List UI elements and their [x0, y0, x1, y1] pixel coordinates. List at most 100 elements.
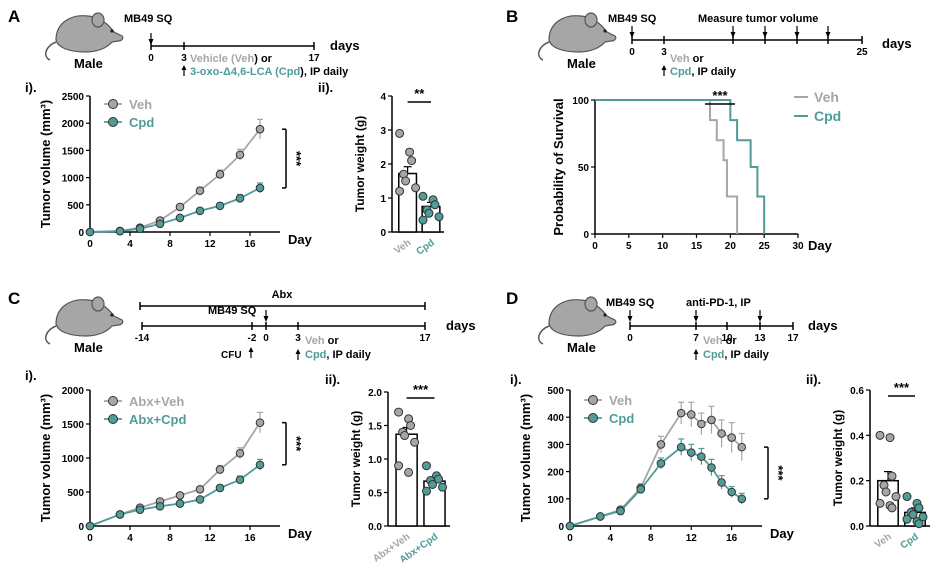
legend-label: Veh	[609, 393, 632, 408]
x-tick-label: 12	[204, 533, 216, 544]
subpanel-label: i).	[510, 372, 522, 387]
x-tick-label: 0	[87, 533, 93, 544]
arrow-up	[248, 347, 254, 358]
treatment-text: Veh or	[305, 335, 339, 347]
x-tick-label: 4	[127, 239, 133, 250]
data-point	[918, 512, 928, 522]
treatment-text: Vehicle (Veh) or	[190, 53, 273, 65]
data-point-Veh	[656, 440, 666, 449]
y-tick-label: 2	[380, 160, 386, 171]
data-point-Veh	[707, 415, 716, 425]
arrow-down	[627, 310, 633, 322]
x-tick-label: 16	[244, 533, 256, 544]
data-point-Veh	[235, 150, 245, 160]
arrow-down	[693, 310, 699, 322]
data-point-Cpd	[616, 506, 625, 516]
x-tick-label: 20	[725, 241, 737, 252]
timeline-tick-label: 17	[308, 53, 320, 64]
significance-label: ***	[771, 465, 786, 481]
y-tick-label: 0.5	[368, 489, 382, 500]
timeline-tick-label: 3	[181, 53, 187, 64]
mouse-label: Male	[567, 56, 596, 71]
x-category-label: Cpd	[898, 531, 920, 551]
chart-A-ii: 0 1 2 3 4 Tumor weight (g) Veh Cpd **	[353, 86, 444, 258]
timeline-tick-label: 25	[856, 47, 868, 58]
data-point-Abx+Cpd	[135, 505, 145, 514]
panel-letter-A: A	[8, 7, 20, 26]
subpanel-label: i).	[25, 368, 37, 383]
arrow-head	[295, 349, 301, 354]
data-point	[400, 431, 410, 441]
mouse-ear	[584, 12, 598, 28]
days-label: days	[882, 36, 912, 51]
data-point	[887, 503, 897, 513]
data-point-Cpd	[565, 521, 575, 531]
legend-marker	[588, 413, 598, 423]
treatment-text: Cpd, IP daily	[703, 349, 770, 361]
data-point	[434, 212, 444, 222]
timeline-D: 0 7 10 13 17	[627, 322, 799, 344]
mouse-tail	[538, 325, 550, 345]
legend-label: Cpd	[129, 115, 154, 130]
mouse-icon: Male	[45, 12, 124, 71]
arrow-head	[661, 65, 667, 70]
event-label: MB49 SQ	[124, 13, 173, 25]
data-point-Cpd	[195, 206, 205, 216]
mouse-tail	[538, 41, 550, 61]
y-tick-label: 100	[547, 495, 564, 506]
data-point	[885, 433, 895, 443]
cfu-label: CFU	[221, 350, 242, 361]
mouse-eye	[603, 29, 607, 33]
y-tick-label: 0	[78, 228, 84, 239]
data-point	[418, 191, 428, 201]
x-axis-label: Day	[288, 232, 313, 247]
arrow-up	[181, 65, 187, 76]
data-point-Veh	[697, 419, 706, 429]
data-point	[404, 467, 414, 477]
arrow-head	[248, 347, 254, 352]
survival-curve-Veh	[595, 99, 739, 234]
mouse-label: Male	[74, 56, 103, 71]
data-point	[410, 437, 420, 447]
timeline-tick-label: 0	[627, 333, 633, 344]
x-tick-label: 10	[657, 241, 669, 252]
legend-label: Veh	[814, 89, 839, 105]
y-tick-label: 1000	[62, 454, 85, 465]
data-point	[405, 147, 415, 157]
subpanel-label: ii).	[318, 80, 333, 95]
mouse-tail	[45, 325, 57, 345]
data-point	[406, 421, 416, 430]
arrow-head	[629, 32, 635, 38]
bar-Abx+Veh	[395, 433, 418, 527]
arrow-down	[730, 26, 736, 38]
arrow-head	[693, 316, 699, 322]
data-point-Cpd	[175, 213, 185, 223]
subpanel-label: i).	[25, 80, 37, 95]
x-tick-label: 4	[127, 533, 133, 544]
mouse-icon: Male	[45, 296, 124, 355]
legend-marker	[108, 117, 118, 127]
data-point-Abx+Cpd	[115, 510, 125, 519]
data-point-Cpd	[707, 463, 716, 472]
data-point-Cpd	[656, 459, 666, 468]
data-point	[891, 492, 901, 502]
y-tick-label: 0.2	[850, 477, 864, 488]
panel-letter-C: C	[8, 289, 20, 308]
data-point-Cpd	[727, 487, 736, 497]
data-point-Abx+Veh	[195, 484, 205, 494]
y-tick-label: 2000	[62, 386, 85, 397]
y-tick-label: 3	[380, 126, 386, 137]
y-tick-label: 0	[380, 228, 386, 239]
days-label: days	[330, 38, 360, 53]
significance-label: ***	[289, 436, 304, 452]
arrow-down	[825, 26, 831, 38]
data-point	[422, 486, 431, 496]
data-point-Cpd	[697, 452, 706, 461]
mouse-icon: Male	[538, 296, 617, 355]
timeline-tick-label: 17	[419, 333, 431, 344]
data-point-Abx+Cpd	[215, 483, 225, 493]
timeline-A: 0 3 17	[148, 42, 320, 64]
y-axis-label: Tumor volume (mm³)	[38, 394, 53, 522]
x-axis-label: Day	[288, 526, 313, 541]
x-tick-label: 30	[792, 241, 804, 252]
